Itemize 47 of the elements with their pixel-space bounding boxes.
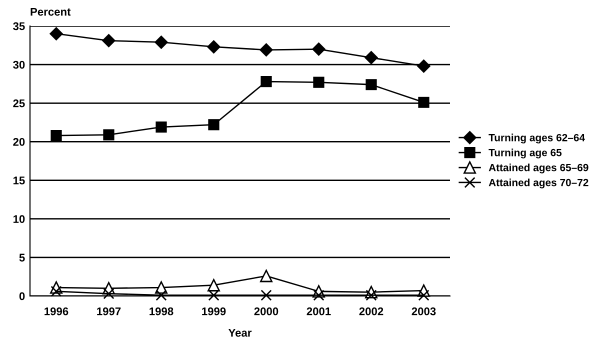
legend-label: Attained ages 70–72 bbox=[488, 178, 588, 188]
point bbox=[364, 51, 378, 64]
point bbox=[417, 60, 430, 73]
x-tick-label: 1999 bbox=[202, 307, 226, 316]
point bbox=[102, 34, 116, 48]
point bbox=[260, 76, 272, 88]
x-tick-label: 2002 bbox=[359, 307, 384, 316]
point bbox=[103, 288, 114, 300]
x-tick-label: 2000 bbox=[254, 307, 278, 316]
point bbox=[366, 79, 377, 90]
point bbox=[260, 290, 272, 301]
x-tick-label: 2003 bbox=[412, 307, 436, 316]
point bbox=[208, 278, 220, 292]
point bbox=[103, 129, 114, 140]
y-tick-label: 5 bbox=[19, 254, 25, 262]
y-tick-label: 15 bbox=[13, 176, 25, 184]
point bbox=[418, 96, 430, 108]
y-axis-title: Percent bbox=[30, 8, 71, 16]
y-tick-label: 25 bbox=[13, 99, 25, 108]
x-axis-title: Year bbox=[228, 328, 252, 337]
y-tick-label: 30 bbox=[13, 60, 25, 69]
legend-label: Turning ages 62–64 bbox=[488, 134, 585, 144]
point bbox=[312, 42, 326, 56]
legend-label: Attained ages 65–69 bbox=[488, 164, 588, 174]
point bbox=[366, 290, 377, 301]
point bbox=[50, 130, 62, 142]
point bbox=[154, 36, 168, 49]
y-tick-label: 0 bbox=[19, 292, 25, 300]
point bbox=[260, 43, 273, 56]
point bbox=[50, 27, 63, 40]
y-tick-label: 20 bbox=[13, 138, 25, 146]
point bbox=[313, 76, 324, 88]
point bbox=[208, 119, 220, 130]
x-tick-label: 1996 bbox=[44, 307, 68, 316]
point bbox=[313, 290, 324, 301]
point bbox=[156, 290, 167, 301]
x-tick-label: 2001 bbox=[306, 307, 331, 316]
point bbox=[418, 290, 430, 301]
y-tick-label: 10 bbox=[13, 215, 25, 223]
point bbox=[156, 122, 167, 133]
x-tick-label: 1997 bbox=[97, 307, 121, 316]
point bbox=[207, 40, 220, 54]
legend-label: Turning age 65 bbox=[488, 148, 562, 158]
point bbox=[50, 286, 62, 297]
x-tick-label: 1998 bbox=[150, 307, 174, 316]
y-tick-label: 35 bbox=[13, 22, 25, 30]
point bbox=[260, 270, 272, 282]
